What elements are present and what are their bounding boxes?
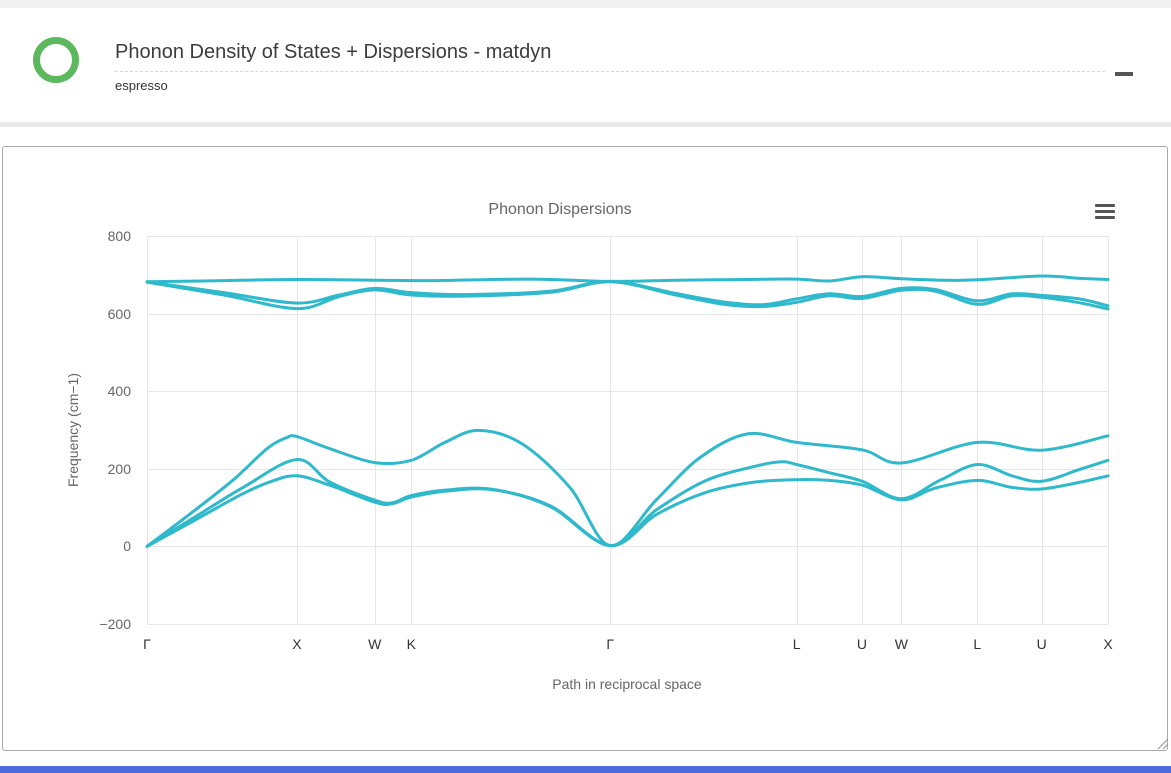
x-gridline <box>296 236 298 624</box>
x-axis-title: Path in reciprocal space <box>552 676 702 692</box>
phonon-branch-line <box>145 279 1110 308</box>
y-gridline <box>147 236 1108 237</box>
x-tick-label: U <box>1036 636 1047 652</box>
x-tick-label: Γ <box>606 636 615 652</box>
header: Phonon Density of States + Dispersions -… <box>0 8 1171 122</box>
x-gridline <box>374 236 376 624</box>
app-logo-circle-icon <box>33 37 79 83</box>
hamburger-icon <box>1095 210 1115 213</box>
y-tick-label: 0 <box>123 538 131 555</box>
x-gridline <box>411 236 413 624</box>
y-gridline <box>147 546 1108 548</box>
x-tick-label: W <box>368 636 382 652</box>
x-gridline <box>901 236 903 624</box>
phonon-branch-line <box>145 428 1110 548</box>
y-gridline <box>147 624 1108 625</box>
x-tick-label: W <box>894 636 908 652</box>
window-top-strip <box>0 0 1171 8</box>
x-gridline <box>796 236 798 624</box>
x-tick-label: X <box>1103 636 1113 652</box>
phonon-branch-line <box>145 458 1110 548</box>
x-gridline <box>1108 236 1109 624</box>
x-gridline <box>861 236 863 624</box>
x-tick-label: K <box>406 636 416 652</box>
chart-title: Phonon Dispersions <box>488 201 632 218</box>
y-gridline <box>147 391 1108 393</box>
chart-panel <box>2 146 1168 751</box>
x-tick-label: L <box>792 636 801 652</box>
resize-handle[interactable] <box>1155 736 1169 750</box>
header-divider <box>0 122 1171 127</box>
y-tick-label: 200 <box>107 460 131 477</box>
y-tick-label: −200 <box>99 616 131 632</box>
x-gridline <box>977 236 979 624</box>
x-gridline <box>147 236 148 624</box>
app-title-field[interactable]: Phonon Density of States + Dispersions -… <box>115 41 1105 72</box>
minimize-icon <box>1115 72 1133 76</box>
x-tick-label: L <box>973 636 982 652</box>
bottom-accent-bar <box>0 766 1171 773</box>
x-tick-label: X <box>292 636 302 652</box>
hamburger-icon <box>1095 216 1115 219</box>
y-gridline <box>147 468 1108 470</box>
x-tick-label: U <box>856 636 868 652</box>
phonon-branch-line <box>145 274 1110 284</box>
x-tick-label: Γ <box>143 636 151 652</box>
y-tick-label: 800 <box>107 228 131 244</box>
chart-context-menu-button[interactable] <box>1091 200 1119 224</box>
x-gridline <box>1041 236 1043 624</box>
x-gridline <box>610 236 612 624</box>
y-tick-label: 600 <box>107 305 131 322</box>
y-tick-label: 400 <box>107 383 131 400</box>
phonon-branch-line <box>145 280 1110 311</box>
minimize-button[interactable] <box>1108 60 1140 88</box>
hamburger-icon <box>1095 204 1115 207</box>
y-gridline <box>147 313 1108 315</box>
app-subtitle: espresso <box>115 78 168 93</box>
y-axis-title: Frequency (cm−1) <box>65 373 81 487</box>
